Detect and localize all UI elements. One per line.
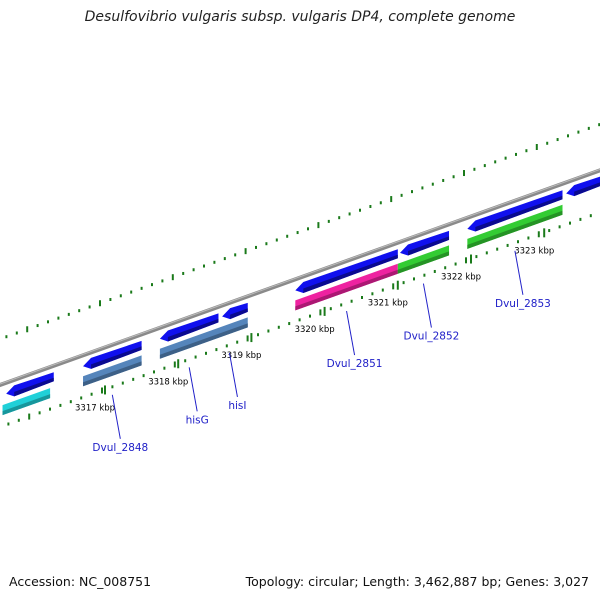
genome-backbone <box>0 168 600 388</box>
cds-arrow <box>6 372 54 397</box>
gene-track <box>2 204 563 416</box>
gene-leader-line <box>188 367 198 412</box>
gene-label: hisG <box>186 414 209 426</box>
backbone-line <box>0 168 600 388</box>
gene-leader-line <box>111 394 121 439</box>
gene-labels: Dvul_2848 hisG hisI Dvul_2851 Dvul_2852 Dvul_… <box>92 250 551 454</box>
cds-arrow <box>222 302 248 320</box>
cds-arrow-shade <box>475 195 563 232</box>
gene-label: Dvul_2853 <box>495 298 551 310</box>
cds-arrow <box>566 176 600 197</box>
gene-bar-shade <box>2 394 51 416</box>
cds-arrow <box>295 249 398 294</box>
gene-leader-line <box>514 250 524 295</box>
cds-arrow-shade <box>407 236 450 256</box>
cds-arrow-shade <box>574 182 600 197</box>
kbp-tick-label: 3319 kbp <box>221 351 261 361</box>
gene-leader-line <box>346 310 356 356</box>
kbp-scale-labels: 3317 kbp 3318 kbp 3319 kbp 3320 kbp 3321 kbp… <box>75 246 554 413</box>
cds-arrow-shade <box>91 346 142 369</box>
inner-tick-ring <box>7 214 592 426</box>
backbone-highlight <box>0 168 600 385</box>
cds-arrow-shade <box>167 318 219 342</box>
accession-text: Accession: NC_008751 <box>9 574 152 589</box>
cds-arrow-shade <box>303 254 398 294</box>
gene-label: hisI <box>228 400 246 412</box>
gene-bar-shade <box>83 361 142 387</box>
map-title: Desulfovibrio vulgaris subsp. vulgaris D… <box>84 9 516 25</box>
kbp-tick-label: 3321 kbp <box>368 299 408 309</box>
cds-track <box>6 176 600 397</box>
gene-leader-line <box>422 283 432 328</box>
genome-summary-text: Topology: circular; Length: 3,462,887 bp… <box>245 574 589 589</box>
kbp-tick-label: 3317 kbp <box>75 403 115 413</box>
kbp-tick-label: 3322 kbp <box>441 273 481 283</box>
gene-label: Dvul_2851 <box>327 358 383 370</box>
gene-bar-shade <box>467 210 563 249</box>
kbp-tick-label: 3323 kbp <box>514 246 554 256</box>
gene-leader-line <box>228 352 238 398</box>
cds-arrow-shade <box>230 308 248 320</box>
cds-arrow <box>467 190 563 232</box>
outer-tick-ring <box>5 123 600 339</box>
cds-arrow <box>83 340 142 369</box>
gene-bar-shade <box>159 323 248 359</box>
kbp-tick-label: 3318 kbp <box>148 377 188 387</box>
gene-bar-shade <box>295 269 398 311</box>
gene-bar-shade <box>397 251 450 274</box>
cds-arrow-shade <box>14 377 54 397</box>
kbp-tick-label: 3320 kbp <box>295 325 335 335</box>
gene-label: Dvul_2848 <box>92 442 148 454</box>
gene-label: Dvul_2852 <box>403 331 459 343</box>
cds-arrow <box>159 313 219 342</box>
cds-arrow <box>399 230 450 256</box>
